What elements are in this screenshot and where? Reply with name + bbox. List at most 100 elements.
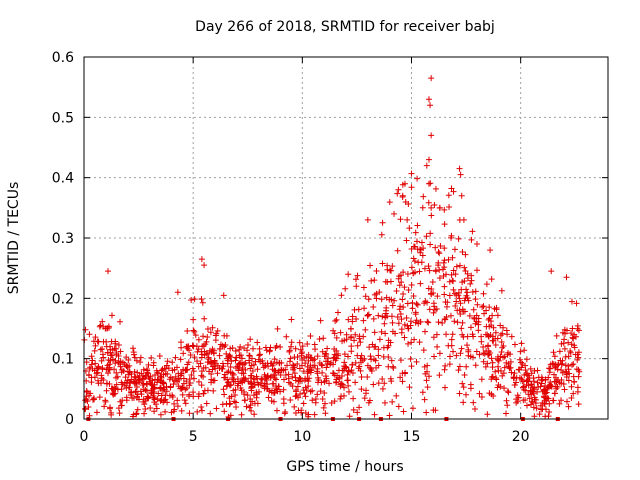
data-point — [289, 362, 296, 369]
data-point — [381, 320, 388, 327]
data-point — [457, 300, 464, 307]
data-point — [436, 372, 443, 379]
data-point — [189, 365, 196, 372]
data-point — [511, 374, 518, 381]
data-point — [448, 271, 455, 278]
data-point — [247, 365, 254, 372]
data-point — [500, 342, 507, 349]
data-point — [440, 259, 447, 266]
data-point — [456, 262, 463, 269]
data-point — [413, 358, 420, 365]
data-point — [403, 237, 410, 244]
data-point — [478, 393, 485, 400]
data-point — [411, 269, 418, 276]
data-point — [565, 377, 572, 384]
data-point — [216, 352, 223, 359]
data-point — [157, 397, 164, 404]
data-point — [427, 102, 434, 109]
data-point — [149, 377, 156, 384]
data-point — [373, 364, 380, 371]
data-point — [380, 344, 387, 351]
data-point — [352, 359, 359, 366]
data-point — [117, 398, 124, 405]
data-point — [568, 395, 575, 402]
data-point — [214, 327, 221, 334]
data-point — [356, 363, 363, 370]
data-point — [198, 256, 205, 263]
data-point — [322, 410, 329, 417]
data-point — [446, 292, 453, 299]
data-point — [495, 367, 502, 374]
data-point — [326, 380, 333, 387]
data-point — [103, 343, 110, 350]
data-point — [389, 319, 396, 326]
data-point — [421, 265, 428, 272]
data-point — [302, 393, 309, 400]
data-point — [558, 377, 565, 384]
data-point — [154, 379, 161, 386]
data-point — [342, 285, 349, 292]
data-point — [394, 313, 401, 320]
data-point — [160, 371, 167, 378]
data-point — [448, 185, 455, 192]
data-point — [341, 384, 348, 391]
data-point — [140, 398, 147, 405]
data-point — [375, 352, 382, 359]
data-point — [428, 75, 435, 82]
data-point — [484, 411, 491, 418]
data-point — [382, 330, 389, 337]
data-point — [392, 330, 399, 337]
data-point — [139, 372, 146, 379]
data-point — [298, 352, 305, 359]
data-point — [108, 409, 115, 416]
data-point — [244, 392, 251, 399]
data-point — [242, 366, 249, 373]
data-point — [130, 411, 137, 418]
data-point — [206, 368, 213, 375]
data-point — [346, 413, 353, 420]
data-point — [255, 356, 262, 363]
data-point — [466, 312, 473, 319]
data-point — [158, 397, 165, 404]
data-point — [117, 348, 124, 355]
data-point — [391, 297, 398, 304]
data-point — [408, 281, 415, 288]
data-point — [562, 353, 569, 360]
data-point — [542, 382, 549, 389]
data-point — [95, 380, 102, 387]
data-point — [234, 376, 241, 383]
data-point — [153, 367, 160, 374]
data-point — [432, 267, 439, 274]
data-point — [103, 366, 110, 373]
data-point — [107, 346, 114, 353]
data-point — [294, 360, 301, 367]
data-point — [500, 370, 507, 377]
data-point — [129, 345, 136, 352]
data-point — [572, 333, 579, 340]
data-point — [137, 354, 144, 361]
data-point — [569, 361, 576, 368]
data-point — [389, 302, 396, 309]
data-points — [81, 75, 583, 421]
data-point — [470, 354, 477, 361]
data-point — [223, 350, 230, 357]
data-point — [209, 366, 216, 373]
data-point — [245, 378, 252, 385]
data-point — [305, 357, 312, 364]
data-point — [448, 336, 455, 343]
data-point — [117, 363, 124, 370]
data-point — [318, 379, 325, 386]
data-point — [519, 361, 526, 368]
data-point — [362, 326, 369, 333]
data-point — [273, 407, 280, 414]
data-point — [352, 379, 359, 386]
data-point — [367, 262, 374, 269]
data-point — [270, 380, 277, 387]
data-point — [144, 393, 151, 400]
data-point — [399, 192, 406, 199]
data-point — [400, 408, 407, 415]
data-point — [134, 406, 141, 413]
data-point — [320, 335, 327, 342]
data-point — [246, 352, 253, 359]
